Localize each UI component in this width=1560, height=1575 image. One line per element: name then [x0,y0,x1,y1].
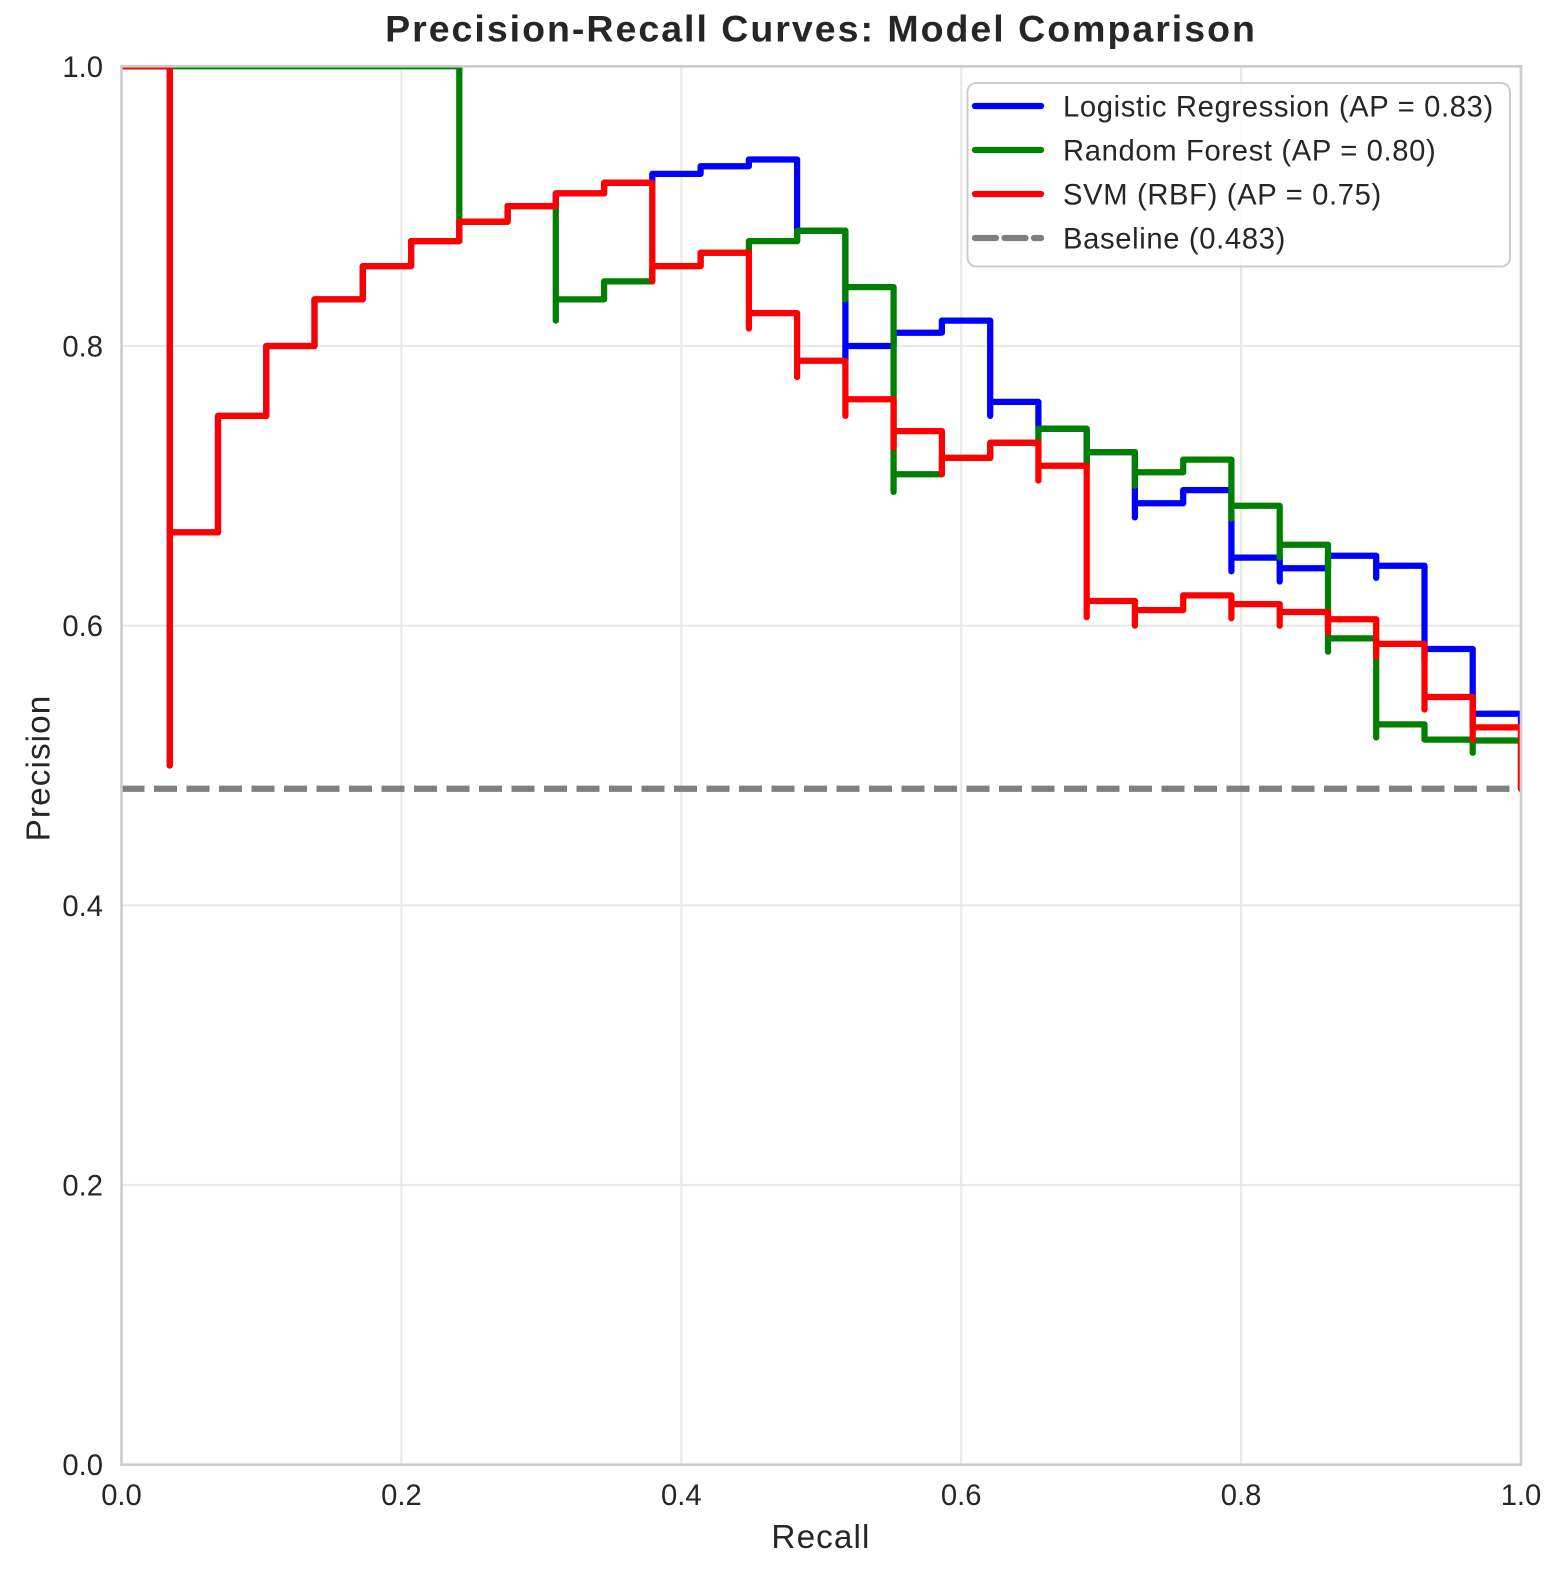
svg-text:0.2: 0.2 [381,1480,422,1512]
svg-text:0.2: 0.2 [62,1171,103,1203]
svg-text:Random Forest (AP = 0.80): Random Forest (AP = 0.80) [1063,136,1436,168]
svg-text:0.4: 0.4 [62,891,103,923]
svg-text:SVM (RBF) (AP = 0.75): SVM (RBF) (AP = 0.75) [1063,180,1382,212]
svg-text:1.0: 1.0 [1501,1480,1542,1512]
svg-text:Precision: Precision [21,695,58,842]
svg-text:Baseline (0.483): Baseline (0.483) [1063,224,1286,256]
svg-text:0.6: 0.6 [941,1480,982,1512]
svg-text:0.8: 0.8 [62,332,103,364]
svg-text:0.4: 0.4 [661,1480,702,1512]
svg-text:Logistic Regression (AP = 0.83: Logistic Regression (AP = 0.83) [1063,92,1494,124]
svg-text:0.8: 0.8 [1221,1480,1262,1512]
svg-text:Precision-Recall Curves: Model: Precision-Recall Curves: Model Compariso… [385,8,1257,50]
svg-text:0.0: 0.0 [101,1480,142,1512]
svg-text:0.6: 0.6 [62,611,103,643]
svg-text:0.0: 0.0 [62,1450,103,1482]
svg-text:Recall: Recall [771,1519,870,1556]
svg-text:1.0: 1.0 [62,52,103,84]
